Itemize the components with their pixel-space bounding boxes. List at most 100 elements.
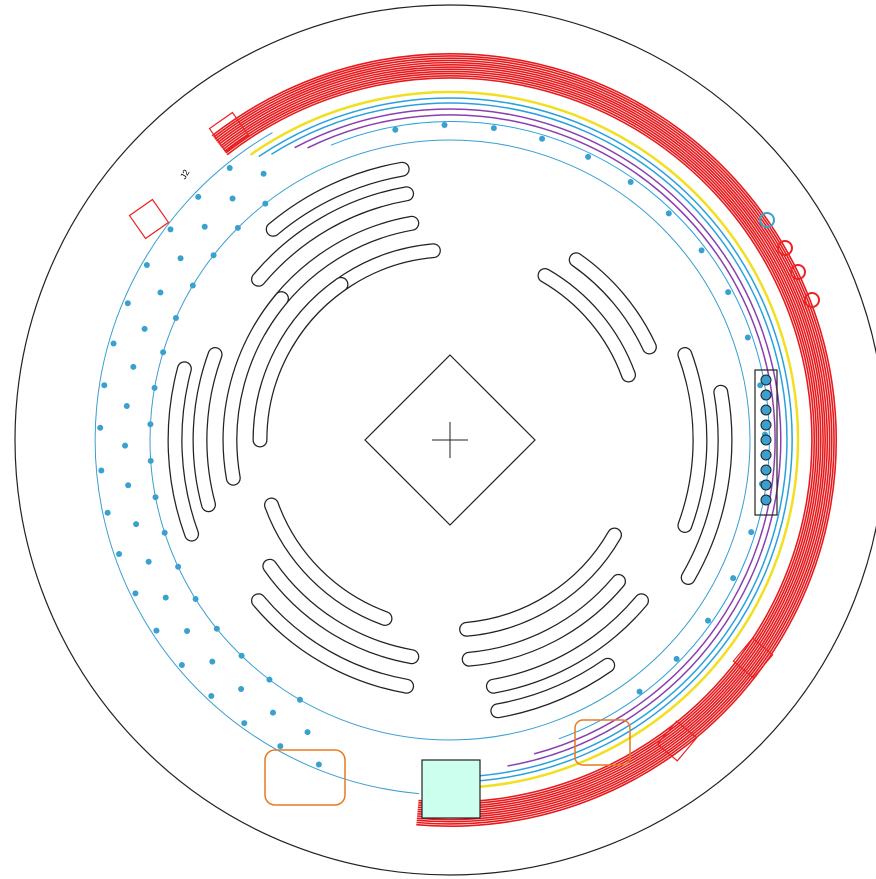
via (490, 125, 497, 132)
trace (213, 55, 835, 825)
slot (252, 594, 413, 693)
via (266, 676, 273, 683)
via (269, 709, 276, 716)
via (178, 661, 185, 668)
slot (678, 348, 707, 532)
via (97, 424, 104, 431)
via (130, 363, 137, 370)
trace (218, 64, 826, 817)
slot-outline (252, 215, 420, 338)
via (277, 743, 284, 750)
trace (211, 53, 838, 827)
slots (167, 161, 733, 719)
via (147, 421, 154, 428)
slot (491, 659, 614, 718)
pad (732, 637, 774, 679)
via (757, 382, 764, 389)
via (260, 170, 267, 177)
via (147, 457, 154, 464)
via (160, 349, 167, 356)
slot (487, 594, 648, 693)
slot (193, 348, 222, 511)
via (760, 404, 772, 416)
via (665, 210, 672, 217)
trace (330, 121, 770, 740)
via (195, 193, 202, 200)
via (167, 226, 174, 233)
slot (253, 217, 419, 337)
via (157, 289, 164, 296)
footprint (264, 749, 346, 806)
trace (214, 57, 833, 823)
traces (94, 53, 838, 827)
slot (168, 362, 198, 541)
via (760, 434, 772, 446)
slot (263, 559, 419, 663)
via (241, 720, 248, 727)
pad (128, 198, 170, 240)
testpoint (777, 240, 793, 256)
via (209, 658, 216, 665)
trace (249, 90, 800, 790)
via (172, 314, 179, 321)
via (110, 340, 117, 347)
via (760, 464, 772, 476)
via (441, 122, 448, 129)
via (229, 195, 236, 202)
via (133, 521, 140, 528)
via (744, 334, 751, 341)
via (162, 594, 169, 601)
via (673, 655, 680, 662)
via (152, 494, 159, 501)
via (585, 153, 592, 160)
trace (217, 61, 829, 819)
slot (462, 575, 625, 666)
via (760, 389, 772, 401)
via (104, 509, 111, 516)
keepout (149, 139, 751, 741)
via (392, 126, 399, 133)
via (760, 449, 772, 461)
via (315, 761, 322, 768)
trace (307, 114, 776, 755)
via (161, 529, 168, 536)
via (627, 178, 634, 185)
slot (460, 528, 621, 636)
via (760, 494, 772, 506)
via (213, 625, 220, 632)
via (175, 563, 182, 570)
via (760, 479, 772, 491)
ref-label: J2 (178, 168, 191, 181)
via (698, 247, 705, 254)
slot (265, 498, 392, 625)
pads (128, 111, 778, 819)
trace (219, 66, 824, 814)
via (208, 692, 215, 699)
pad (656, 720, 698, 762)
via (101, 382, 108, 389)
via (124, 300, 131, 307)
via (304, 729, 311, 736)
slot-outline (264, 497, 393, 626)
via (226, 164, 233, 171)
keepout (94, 132, 420, 795)
testpoint (759, 212, 775, 228)
via (145, 558, 152, 565)
ic (421, 759, 481, 819)
trace (215, 59, 831, 821)
via (122, 442, 129, 449)
slot (569, 253, 656, 354)
via (539, 135, 546, 142)
via (177, 255, 184, 262)
via (730, 575, 737, 582)
via (748, 529, 755, 536)
via (192, 595, 199, 602)
via (210, 252, 217, 259)
trace (225, 75, 815, 805)
via (189, 282, 196, 289)
via (153, 627, 160, 634)
via (151, 384, 158, 391)
testpoint (804, 292, 820, 308)
slot (681, 385, 732, 584)
